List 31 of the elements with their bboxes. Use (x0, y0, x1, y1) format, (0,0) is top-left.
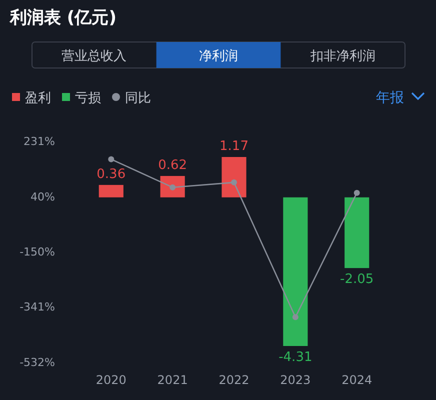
bar (283, 197, 308, 346)
data-label: -2.05 (340, 272, 374, 288)
x-tick-label: 2023 (280, 373, 311, 387)
data-label: 0.62 (158, 158, 188, 173)
bar (98, 184, 124, 198)
legend-label: 盈利 (25, 91, 51, 106)
bar (222, 157, 246, 198)
text: 营业总收入 (62, 49, 127, 64)
x-tick-label: 2021 (157, 373, 188, 387)
x-tick-label: 2022 (218, 373, 250, 387)
point (108, 156, 114, 162)
legend-label: 同比 (125, 91, 151, 106)
data-label: 0.36 (96, 166, 126, 182)
data-label: -4.31 (278, 350, 312, 365)
y-tick-label: -150% (20, 245, 55, 258)
text: 扣非净利润 (309, 49, 376, 64)
point (354, 190, 360, 196)
legend-label: 亏损 (75, 91, 101, 106)
data-label: 1.17 (220, 139, 248, 154)
y-tick-label: 40% (30, 190, 55, 204)
point (231, 179, 237, 186)
x-tick-label: 2024 (342, 373, 372, 387)
x-tick-label: 2020 (96, 373, 126, 387)
bar (344, 197, 370, 268)
point (292, 314, 298, 320)
y-tick-label: -341% (20, 300, 55, 314)
y-tick-label: -532% (20, 356, 55, 369)
y-tick-label: 231% (24, 135, 55, 148)
text: 年报 (376, 90, 404, 106)
chart-title: 利润表 (亿元) (9, 8, 116, 28)
text: 净利润 (199, 49, 238, 64)
